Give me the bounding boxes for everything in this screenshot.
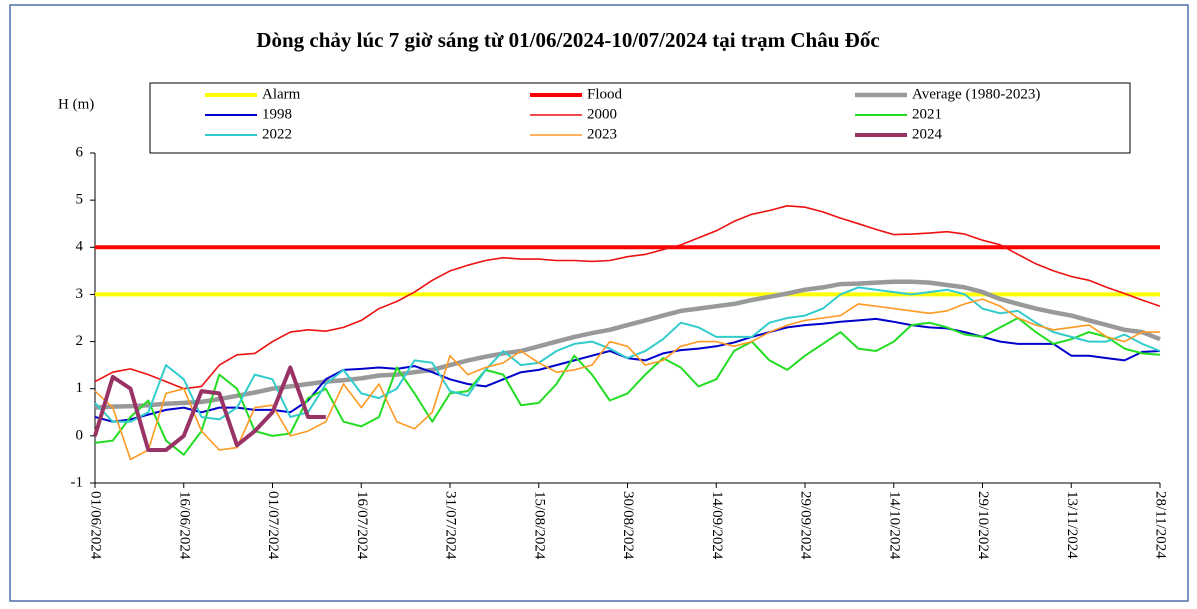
y-tick-label: 1 bbox=[76, 380, 84, 396]
x-tick-label: 15/08/2024 bbox=[531, 491, 547, 560]
y-tick-label: 0 bbox=[76, 427, 84, 443]
series-line bbox=[94, 279, 1161, 410]
x-tick-label: 01/06/2024 bbox=[88, 491, 104, 560]
x-tick-label: 14/10/2024 bbox=[886, 491, 902, 560]
y-axis-label: H (m) bbox=[58, 96, 94, 112]
y-tick-label: 5 bbox=[76, 192, 84, 208]
legend-label: 1998 bbox=[262, 106, 292, 122]
series-line bbox=[94, 298, 1160, 461]
legend-label: Alarm bbox=[262, 86, 301, 102]
x-tick-label: 16/06/2024 bbox=[176, 491, 192, 560]
legend-label: 2023 bbox=[587, 126, 617, 142]
x-tick-label: 31/07/2024 bbox=[443, 491, 459, 560]
x-tick-label: 01/07/2024 bbox=[265, 491, 281, 560]
legend-label: Average (1980-2023) bbox=[912, 86, 1040, 102]
x-tick-label: 16/07/2024 bbox=[354, 491, 370, 560]
chart-title: Dòng chảy lúc 7 giờ sáng từ 01/06/2024-1… bbox=[256, 28, 879, 52]
x-tick-label: 28/11/2024 bbox=[1153, 491, 1169, 559]
y-tick-label: -1 bbox=[71, 474, 84, 490]
series-line bbox=[94, 286, 1161, 423]
series-line bbox=[94, 317, 1161, 456]
legend-label: 2024 bbox=[912, 126, 943, 142]
y-tick-label: 6 bbox=[76, 144, 84, 160]
legend-label: 2022 bbox=[262, 126, 292, 142]
legend-box bbox=[149, 82, 1131, 154]
y-tick-label: 2 bbox=[76, 333, 84, 349]
series-line bbox=[93, 365, 326, 452]
x-tick-label: 30/08/2024 bbox=[620, 491, 636, 560]
legend-label: Flood bbox=[587, 86, 623, 102]
legend-label: 2021 bbox=[912, 106, 942, 122]
x-tick-label: 13/11/2024 bbox=[1064, 491, 1080, 559]
legend-label: 2000 bbox=[587, 106, 617, 122]
y-tick-label: 3 bbox=[76, 286, 84, 302]
series-line bbox=[94, 205, 1161, 390]
x-tick-label: 29/09/2024 bbox=[798, 491, 814, 560]
y-tick-label: 4 bbox=[76, 239, 84, 255]
x-tick-label: 14/09/2024 bbox=[709, 491, 725, 560]
x-tick-label: 29/10/2024 bbox=[975, 491, 991, 560]
